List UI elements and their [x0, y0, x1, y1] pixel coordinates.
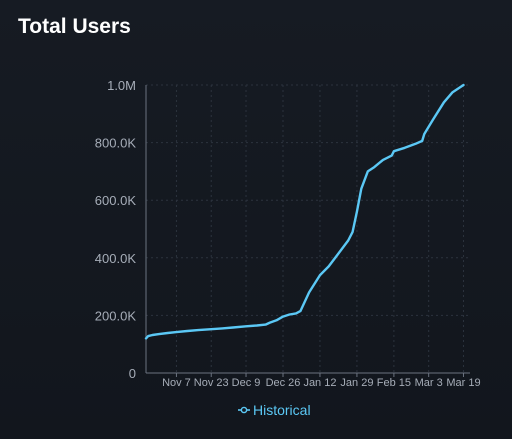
x-tick-label: Dec 9 — [232, 377, 261, 389]
x-tick-label: Jan 12 — [303, 377, 336, 389]
x-tick-label: Mar 19 — [446, 377, 480, 389]
x-tick-label: Nov 23 — [194, 377, 229, 389]
y-tick-label: 400.0K — [95, 251, 137, 266]
x-tick-label: Jan 29 — [340, 377, 373, 389]
y-tick-label: 600.0K — [95, 193, 137, 208]
x-tick-label: Dec 26 — [266, 377, 301, 389]
y-tick-label: 0 — [129, 366, 136, 381]
series-line-historical — [144, 83, 465, 340]
y-tick-label: 200.0K — [95, 308, 137, 323]
y-tick-label: 800.0K — [95, 136, 137, 151]
legend-label: Historical — [253, 402, 311, 418]
chart-title: Total Users — [18, 15, 131, 38]
x-tick-label: Mar 3 — [415, 377, 443, 389]
legend[interactable]: Historical — [238, 402, 311, 418]
x-tick-label: Feb 15 — [377, 377, 411, 389]
legend-marker-dot — [240, 406, 248, 414]
y-tick-label: 1.0M — [107, 78, 136, 93]
x-tick-label: Nov 7 — [162, 377, 191, 389]
